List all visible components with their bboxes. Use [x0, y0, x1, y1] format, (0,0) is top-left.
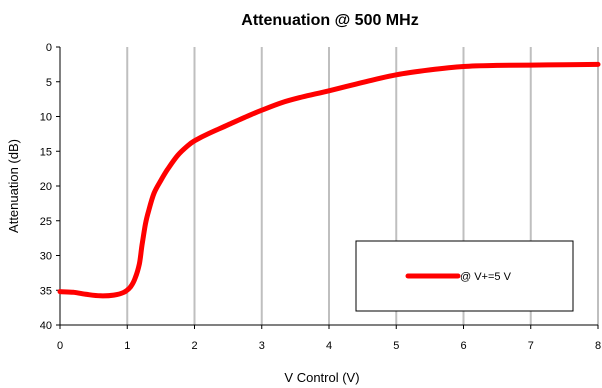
y-tick-label: 0 — [46, 42, 52, 54]
tick-labels: 0 5 10 15 20 25 30 35 40 0 1 2 3 4 5 6 7 8 — [40, 42, 601, 352]
x-tick-label: 0 — [57, 340, 63, 352]
x-tick-label: 4 — [326, 340, 332, 352]
y-tick-label: 25 — [40, 216, 52, 228]
y-axis-label: Attenuation (dB) — [6, 139, 21, 233]
y-tick-label: 5 — [46, 77, 52, 89]
axes — [56, 46, 599, 329]
y-tick-label: 10 — [40, 112, 52, 124]
y-tick-label: 15 — [40, 146, 52, 158]
x-tick-label: 2 — [191, 340, 197, 352]
legend-label: @ V+=5 V — [460, 271, 512, 283]
x-axis-label: V Control (V) — [284, 370, 359, 385]
y-tick-label: 35 — [40, 285, 52, 297]
series-line — [57, 61, 601, 299]
x-tick-label: 6 — [460, 340, 466, 352]
x-tick-label: 8 — [595, 340, 601, 352]
legend: @ V+=5 V — [355, 240, 574, 312]
x-tick-label: 5 — [393, 340, 399, 352]
x-tick-label: 7 — [528, 340, 534, 352]
chart-title: Attenuation @ 500 MHz — [241, 12, 418, 29]
y-tick-label: 20 — [40, 181, 52, 193]
x-tick-label: 1 — [124, 340, 130, 352]
y-tick-label: 30 — [40, 251, 52, 263]
legend-box — [355, 240, 574, 312]
x-tick-label: 3 — [259, 340, 265, 352]
y-tick-label: 40 — [40, 320, 52, 332]
